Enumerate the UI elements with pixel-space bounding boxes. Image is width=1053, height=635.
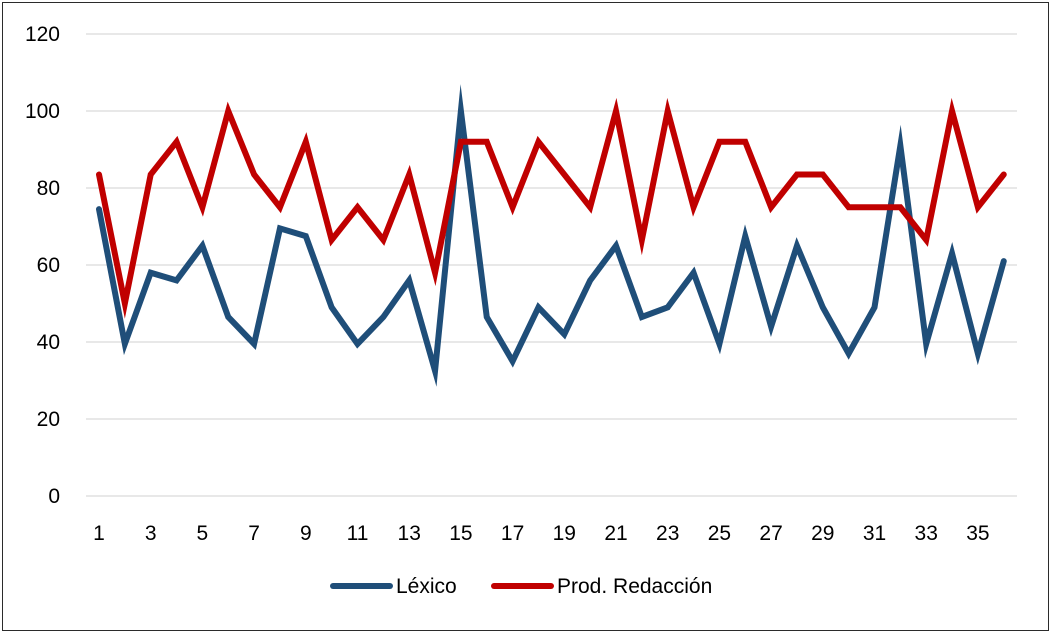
y-tick-label: 20 xyxy=(37,408,60,431)
x-tick-label: 17 xyxy=(501,522,524,545)
x-tick-label: 9 xyxy=(300,522,312,545)
x-tick-label: 11 xyxy=(347,522,369,545)
x-tick-label: 19 xyxy=(553,522,576,545)
x-tick-label: 27 xyxy=(759,522,782,545)
x-tick-label: 23 xyxy=(656,522,679,545)
x-tick-label: 7 xyxy=(248,522,260,545)
y-tick-label: 0 xyxy=(48,485,60,508)
x-tick-label: 21 xyxy=(604,522,627,545)
x-tick-label: 13 xyxy=(398,522,421,545)
y-axis-tick-labels: 0 20 40 60 80 100 120 xyxy=(25,23,60,508)
series-line-prod-redaccion xyxy=(96,97,1007,319)
x-tick-label: 5 xyxy=(197,522,209,545)
x-tick-label: 29 xyxy=(811,522,834,545)
x-tick-label: 15 xyxy=(449,522,472,545)
y-tick-label: 60 xyxy=(37,254,60,277)
legend: Léxico Prod. Redacción xyxy=(330,575,712,598)
legend-label-lexico: Léxico xyxy=(396,575,457,598)
x-tick-label: 31 xyxy=(863,522,886,545)
x-tick-label: 1 xyxy=(93,522,105,545)
gridlines xyxy=(86,33,1017,497)
y-tick-label: 80 xyxy=(37,177,60,200)
y-tick-label: 100 xyxy=(25,100,60,123)
series-lines xyxy=(96,84,1007,387)
x-tick-label: 3 xyxy=(145,522,157,545)
x-tick-label: 33 xyxy=(915,522,938,545)
x-axis-tick-labels: 1 3 5 7 9 11 13 15 17 19 21 23 25 27 29 31 33 35 xyxy=(93,522,989,545)
x-tick-label: 25 xyxy=(708,522,731,545)
y-tick-label: 120 xyxy=(25,23,60,46)
x-tick-label: 35 xyxy=(966,522,989,545)
series-line-lexico xyxy=(96,84,1007,387)
y-tick-label: 40 xyxy=(37,331,60,354)
legend-label-prod-redaccion: Prod. Redacción xyxy=(557,575,712,598)
